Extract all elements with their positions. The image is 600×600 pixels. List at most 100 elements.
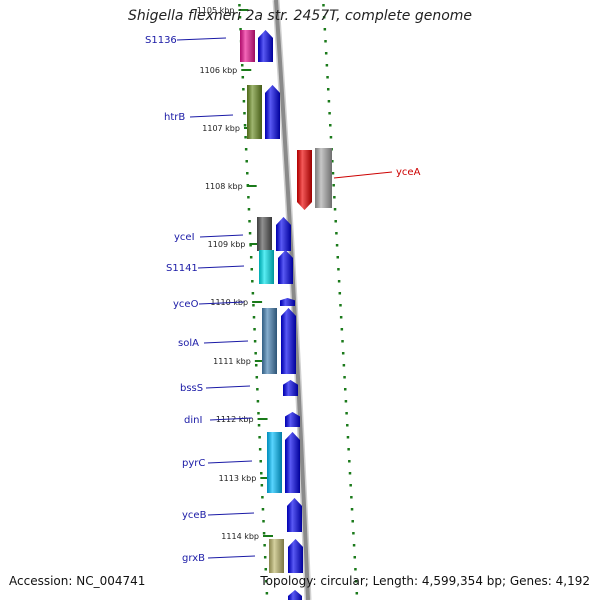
ring-tick: [251, 292, 255, 295]
ring-tick: [341, 340, 344, 343]
cds-arrow-yceb-shade: [287, 498, 302, 532]
kbp-tick-label: 1114 kbp: [221, 532, 259, 541]
kbp-tick-label: 1106 kbp: [200, 66, 238, 75]
accession-label: Accession: NC_004741: [9, 574, 146, 588]
ring-tick: [329, 136, 333, 139]
ring-tick: [257, 424, 261, 427]
ring-tick: [335, 232, 338, 235]
leader-line-yceo: [198, 301, 245, 305]
ring-tick: [323, 28, 327, 31]
ring-tick: [257, 412, 260, 415]
ring-tick: [333, 196, 336, 199]
ring-tick: [326, 76, 329, 79]
ring-tick: [244, 136, 247, 139]
backbone-line: [274, 0, 310, 600]
ring-tick: [245, 160, 248, 163]
ring-tick: [260, 484, 264, 487]
leader-line-yceb: [207, 512, 255, 516]
ring-tick: [256, 388, 259, 391]
ring-tick: [255, 376, 259, 379]
ring-tick: [331, 172, 335, 175]
ring-tick: [265, 580, 268, 583]
cds-arrow-s1136-shade: [258, 30, 273, 62]
leader-line-bsss: [205, 385, 251, 389]
ring-tick: [246, 172, 249, 175]
kbp-tick-label: 1107 kbp: [202, 124, 240, 133]
ring-tick: [335, 244, 339, 247]
gene-label-dini: dinI: [184, 415, 202, 426]
ring-tick: [265, 592, 269, 595]
cog-box-s1141-shade: [259, 250, 274, 284]
cds-arrow-ycea-shade: [297, 150, 312, 210]
ring-tick: [238, 4, 241, 7]
ring-tick: [342, 364, 346, 367]
leader-line-ycea: [333, 171, 393, 179]
ring-tick: [262, 520, 265, 523]
gene-label-sola: solA: [178, 338, 199, 349]
leader-line-pyrc: [207, 460, 253, 464]
cds-arrow-htrb-shade: [265, 85, 280, 139]
cog-box-ycei-shade: [257, 217, 272, 251]
ring-tick: [249, 244, 252, 247]
ring-tick: [322, 4, 325, 7]
ring-tick: [337, 268, 340, 271]
ring-tick: [243, 112, 246, 115]
gene-label-s1141: S1141: [166, 263, 198, 274]
cds-arrow-sola-shade: [281, 308, 296, 374]
ring-tick: [337, 280, 341, 283]
ring-tick: [341, 352, 345, 355]
gene-label-htrb: htrB: [164, 112, 185, 123]
ring-tick: [244, 148, 248, 151]
ring-tick: [238, 16, 242, 19]
leader-line-ycei: [199, 234, 244, 238]
ring-tick: [264, 568, 268, 571]
cds-arrow-ycei-shade: [276, 217, 291, 251]
ring-tick: [339, 316, 343, 319]
cog-box-ycea-shade: [315, 148, 332, 208]
ring-tick: [334, 220, 337, 223]
cog-box-htrb-shade: [247, 85, 262, 139]
ring-tick: [239, 28, 242, 31]
ring-tick: [248, 220, 251, 223]
kbp-tick-label: 1111 kbp: [213, 357, 251, 366]
ring-tick: [343, 388, 347, 391]
ring-tick: [254, 352, 257, 355]
ring-tick: [346, 424, 349, 427]
ring-tick: [349, 484, 352, 487]
gene-label-bsss: bssS: [180, 383, 203, 394]
ring-tick: [348, 460, 351, 463]
ring-tick: [336, 256, 340, 259]
ring-tick: [344, 400, 348, 403]
genome-summary: Topology: circular; Length: 4,599,354 bp…: [260, 574, 590, 588]
leader-line-s1136: [176, 37, 227, 41]
leader-line-grxb: [207, 555, 256, 559]
ring-tick: [350, 508, 354, 511]
ring-tick: [345, 412, 348, 415]
ring-tick: [240, 64, 244, 67]
ring-tick: [260, 472, 263, 475]
leader-line-htrb: [189, 114, 234, 118]
ring-tick: [346, 436, 350, 439]
ring-tick: [259, 460, 262, 463]
ring-tick: [242, 88, 245, 91]
ring-tick: [250, 268, 254, 271]
gene-label-ycea: yceA: [396, 167, 421, 178]
ring-tick: [254, 364, 258, 367]
ring-tick: [324, 40, 327, 43]
ring-tick: [247, 208, 251, 211]
cds-arrow-bsss-shade: [283, 380, 298, 396]
cog-box-grxb-shade: [269, 539, 284, 573]
ring-tick: [262, 532, 266, 535]
cds-arrow-grxb-shade: [288, 539, 303, 573]
ring-tick: [339, 304, 342, 307]
ring-tick: [347, 448, 350, 451]
cds-arrow-pyrc-shade: [285, 432, 300, 493]
gene-label-yceb: yceB: [182, 510, 207, 521]
cog-box-s1136-shade: [240, 30, 255, 62]
gene-label-s1136: S1136: [145, 35, 177, 46]
ring-tick: [256, 400, 260, 403]
cog-box-pyrc-shade: [267, 432, 282, 493]
ring-tick: [261, 508, 265, 511]
